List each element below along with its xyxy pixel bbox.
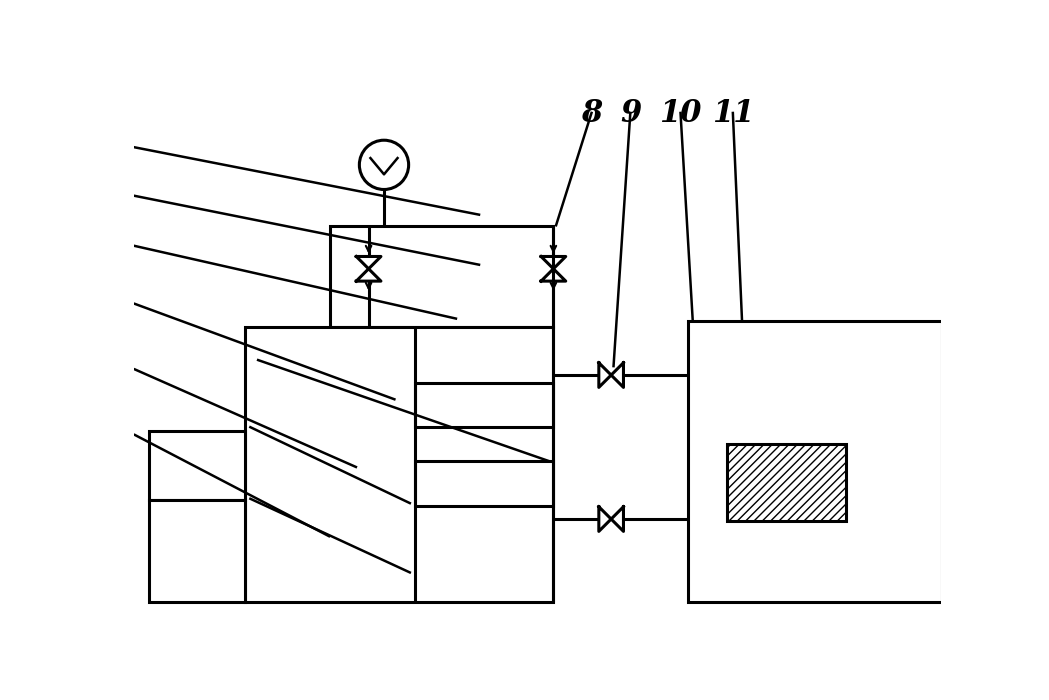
Bar [414, 383, 554, 428]
Bar [330, 227, 554, 327]
Bar [149, 500, 245, 602]
Bar [727, 444, 845, 522]
Text: 8: 8 [581, 98, 602, 129]
Bar [245, 326, 554, 602]
Bar [414, 461, 554, 506]
Bar [688, 321, 942, 602]
Text: 10: 10 [659, 98, 702, 129]
Bar [149, 430, 245, 500]
Text: 11: 11 [711, 98, 754, 129]
Text: 9: 9 [620, 98, 641, 129]
